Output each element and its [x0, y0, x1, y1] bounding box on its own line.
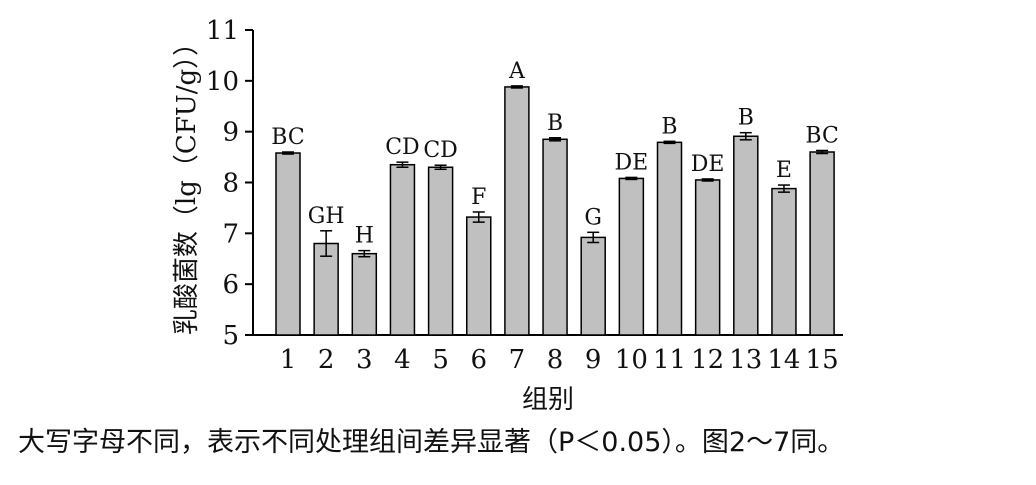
x-tick-label: 1: [280, 345, 297, 375]
y-tick-label: 5: [222, 321, 239, 351]
x-tick-label: 10: [615, 345, 648, 375]
bar: [733, 135, 759, 336]
x-tick-label: 11: [653, 345, 686, 375]
significance-label: A: [508, 59, 526, 84]
error-bar: [777, 184, 790, 193]
significance-label: B: [661, 114, 677, 139]
significance-label: B: [738, 106, 754, 131]
y-tick-label: 8: [222, 169, 239, 199]
bar: [618, 177, 645, 336]
bar: [656, 141, 683, 336]
y-axis: 5 6 7 8 9 10 11: [206, 16, 254, 351]
x-tick-label: 2: [318, 345, 335, 375]
y-tick-label: 6: [222, 270, 239, 300]
significance-label: H: [355, 224, 374, 249]
x-tick-label: 12: [691, 345, 724, 375]
x-tick-label: 13: [729, 345, 762, 375]
bar: [389, 163, 416, 336]
bar: [275, 152, 301, 336]
error-bar: [320, 230, 333, 257]
bar: [313, 242, 339, 336]
significance-label: F: [471, 185, 486, 210]
y-tick-label: 9: [222, 118, 239, 148]
significance-label: B: [547, 111, 563, 136]
x-tick-label: 6: [470, 345, 487, 375]
error-bar: [472, 211, 485, 223]
significance-label: BC: [805, 123, 838, 148]
bar: [771, 187, 797, 336]
bar: [580, 236, 606, 336]
bar: [694, 179, 721, 336]
significance-labels: BC GH H CD CD F A B G DE B DE B E BC: [271, 59, 839, 249]
significance-label: E: [776, 158, 792, 183]
bar: [427, 166, 454, 336]
significance-label: CD: [385, 135, 419, 160]
error-bar: [701, 178, 714, 182]
x-tick-label: 14: [767, 345, 800, 375]
significance-label: GH: [308, 204, 345, 229]
bar: [466, 216, 492, 336]
y-tick-label: 11: [206, 16, 239, 46]
y-tick-label: 10: [206, 67, 239, 97]
error-bar: [663, 140, 676, 145]
error-bar: [816, 149, 829, 155]
y-tick-label: 7: [222, 219, 239, 249]
x-tick-label: 9: [585, 345, 602, 375]
significance-label: BC: [271, 125, 304, 150]
error-bar: [396, 161, 409, 168]
significance-label: G: [584, 205, 602, 230]
bars: [275, 85, 835, 336]
significance-label: DE: [614, 150, 648, 175]
figure-caption: 大写字母不同，表示不同处理组间差异显著（P＜0.05）。图2～7同。: [18, 427, 845, 458]
significance-label: DE: [691, 152, 725, 177]
error-bar: [434, 164, 447, 171]
error-bar: [625, 176, 638, 181]
x-tick-label: 7: [509, 345, 526, 375]
bar: [504, 86, 530, 336]
error-bar: [739, 131, 752, 141]
y-axis-title: 乳酸菌数（lg（CFU/g））: [172, 30, 202, 335]
bar: [542, 138, 568, 336]
error-bar: [549, 137, 562, 142]
x-tick-label: 4: [394, 345, 411, 375]
error-bar: [358, 249, 371, 258]
error-bar: [282, 151, 294, 155]
x-tick-label: 3: [356, 345, 373, 375]
x-axis-title: 组别: [522, 385, 574, 415]
x-tick-label: 8: [547, 345, 564, 375]
x-tick-label: 15: [806, 345, 839, 375]
bar: [351, 252, 378, 336]
bar: [809, 151, 835, 336]
error-bar: [510, 85, 523, 89]
error-bar: [587, 231, 600, 244]
x-tick-label: 5: [432, 345, 449, 375]
significance-label: CD: [423, 138, 457, 163]
